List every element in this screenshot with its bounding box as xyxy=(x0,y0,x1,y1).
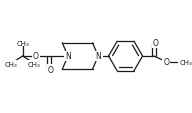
Text: CH₃: CH₃ xyxy=(28,61,40,67)
Text: O: O xyxy=(48,65,54,74)
Text: N: N xyxy=(95,52,101,61)
Text: CH₃: CH₃ xyxy=(5,61,18,67)
Text: CH₃: CH₃ xyxy=(16,40,29,46)
Text: O: O xyxy=(33,52,39,61)
Text: O: O xyxy=(163,58,169,67)
Text: N: N xyxy=(65,52,71,61)
Text: CH₃: CH₃ xyxy=(179,59,192,65)
Text: O: O xyxy=(153,39,159,48)
